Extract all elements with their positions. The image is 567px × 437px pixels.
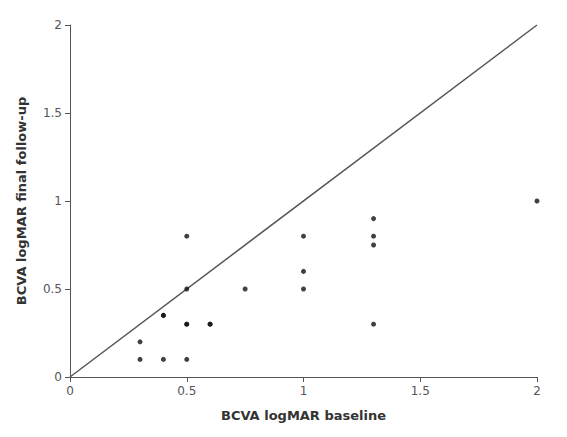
svg-text:1.5: 1.5 xyxy=(411,384,430,398)
svg-text:BCVA logMAR baseline: BCVA logMAR baseline xyxy=(221,408,386,423)
svg-text:0: 0 xyxy=(66,384,74,398)
svg-text:2: 2 xyxy=(533,384,541,398)
svg-text:0.5: 0.5 xyxy=(43,282,62,296)
svg-text:0: 0 xyxy=(54,370,62,384)
svg-text:BCVA logMAR final follow-up: BCVA logMAR final follow-up xyxy=(14,97,29,305)
svg-text:1: 1 xyxy=(54,194,62,208)
svg-text:0.5: 0.5 xyxy=(177,384,196,398)
svg-text:1: 1 xyxy=(300,384,308,398)
svg-text:2: 2 xyxy=(54,18,62,32)
svg-text:1.5: 1.5 xyxy=(43,106,62,120)
